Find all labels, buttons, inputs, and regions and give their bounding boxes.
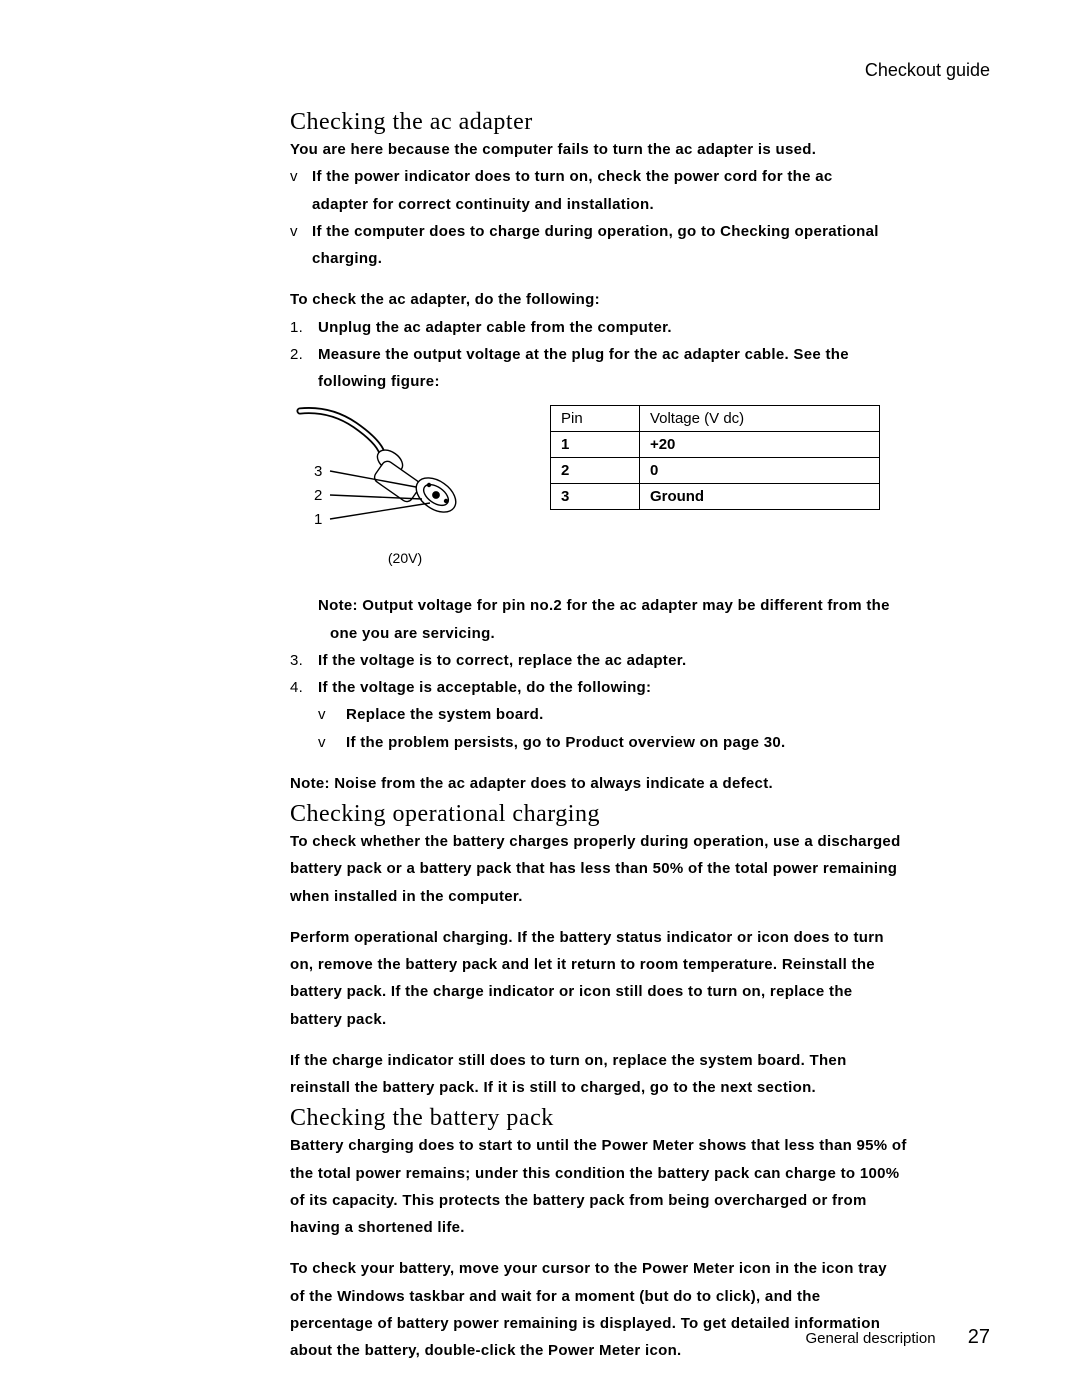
bullet-marker: v bbox=[290, 220, 298, 243]
sec2-p2b: on, remove the battery pack and let it r… bbox=[290, 956, 875, 973]
bullet-2b: charging. bbox=[312, 250, 382, 267]
step-2a: Measure the output voltage at the plug f… bbox=[318, 346, 849, 363]
step-2b: following figure: bbox=[318, 373, 440, 390]
svg-text:3: 3 bbox=[314, 463, 322, 480]
voltage-table: Pin Voltage (V dc) 1 +20 2 0 3 Ground bbox=[550, 405, 880, 510]
intro-text: You are here because the computer fails … bbox=[290, 141, 816, 158]
section-title-battery: Checking the battery pack bbox=[290, 1105, 950, 1132]
table-header-row: Pin Voltage (V dc) bbox=[551, 406, 880, 432]
sec2-p2c: battery pack. If the charge indicator or… bbox=[290, 983, 852, 1000]
footer-label: General description bbox=[806, 1330, 936, 1347]
cell-pin-3: 3 bbox=[551, 484, 640, 510]
cell-volt-3: Ground bbox=[639, 484, 879, 510]
table-row: 3 Ground bbox=[551, 484, 880, 510]
note-1b: one you are servicing. bbox=[330, 625, 495, 642]
bullet-1b: adapter for correct continuity and insta… bbox=[312, 196, 654, 213]
sec3-p2a: To check your battery, move your cursor … bbox=[290, 1260, 887, 1277]
cell-volt-1: +20 bbox=[639, 432, 879, 458]
sec2-p3b: reinstall the battery pack. If it is sti… bbox=[290, 1079, 816, 1096]
sec3-p1c: of its capacity. This protects the batte… bbox=[290, 1192, 867, 1209]
sec2-p2a: Perform operational charging. If the bat… bbox=[290, 929, 884, 946]
sec3-p2c: percentage of battery power remaining is… bbox=[290, 1315, 880, 1332]
step-4b: If the problem persists, go to Product o… bbox=[346, 734, 785, 751]
cell-pin-1: 1 bbox=[551, 432, 640, 458]
sec2-p2d: battery pack. bbox=[290, 1011, 386, 1028]
bullet-2a: If the computer does to charge during op… bbox=[312, 223, 879, 240]
step-1: Unplug the ac adapter cable from the com… bbox=[318, 319, 672, 336]
header-guide-label: Checkout guide bbox=[90, 60, 990, 81]
cell-volt-2: 0 bbox=[639, 458, 879, 484]
cell-pin-2: 2 bbox=[551, 458, 640, 484]
svg-text:2: 2 bbox=[314, 487, 322, 504]
step-number-3: 3. bbox=[290, 649, 303, 672]
step-3: If the voltage is to correct, replace th… bbox=[318, 652, 687, 669]
table-row: 1 +20 bbox=[551, 432, 880, 458]
lead-text: To check the ac adapter, do the followin… bbox=[290, 291, 600, 308]
svg-text:1: 1 bbox=[314, 511, 322, 528]
sec2-p1b: battery pack or a battery pack that has … bbox=[290, 860, 897, 877]
bullet-marker: v bbox=[290, 165, 298, 188]
section-title-op-charging: Checking operational charging bbox=[290, 801, 950, 828]
sec2-p3a: If the charge indicator still does to tu… bbox=[290, 1052, 847, 1069]
step-4: If the voltage is acceptable, do the fol… bbox=[318, 679, 651, 696]
note-1a: Note: Output voltage for pin no.2 for th… bbox=[318, 597, 890, 614]
sec3-p1d: having a shortened life. bbox=[290, 1219, 465, 1236]
sec2-p1a: To check whether the battery charges pro… bbox=[290, 833, 901, 850]
bullet-marker: v bbox=[318, 731, 326, 754]
step-number-4: 4. bbox=[290, 676, 303, 699]
page-content: Checking the ac adapter You are here bec… bbox=[290, 109, 950, 1362]
note-2: Note: Noise from the ac adapter does to … bbox=[290, 775, 773, 792]
section-title-ac-adapter: Checking the ac adapter bbox=[290, 109, 950, 136]
sec3-p2d: about the battery, double-click the Powe… bbox=[290, 1342, 682, 1359]
bullet-marker: v bbox=[318, 703, 326, 726]
col-pin: Pin bbox=[551, 406, 640, 432]
sec3-p1b: the total power remains; under this cond… bbox=[290, 1165, 899, 1182]
page-footer: General description 27 bbox=[806, 1326, 991, 1349]
step-number-2: 2. bbox=[290, 343, 303, 366]
table-row: 2 0 bbox=[551, 458, 880, 484]
col-voltage: Voltage (V dc) bbox=[639, 406, 879, 432]
page-number: 27 bbox=[968, 1326, 990, 1348]
sec3-p1a: Battery charging does to start to until … bbox=[290, 1137, 907, 1154]
step-number-1: 1. bbox=[290, 316, 303, 339]
ac-adapter-plug-illustration: 3 2 1 (20V) bbox=[290, 403, 520, 566]
plug-caption: (20V) bbox=[290, 550, 520, 566]
sec3-p2b: of the Windows taskbar and wait for a mo… bbox=[290, 1288, 820, 1305]
step-4a: Replace the system board. bbox=[346, 706, 544, 723]
bullet-1a: If the power indicator does to turn on, … bbox=[312, 168, 833, 185]
sec2-p1c: when installed in the computer. bbox=[290, 888, 523, 905]
